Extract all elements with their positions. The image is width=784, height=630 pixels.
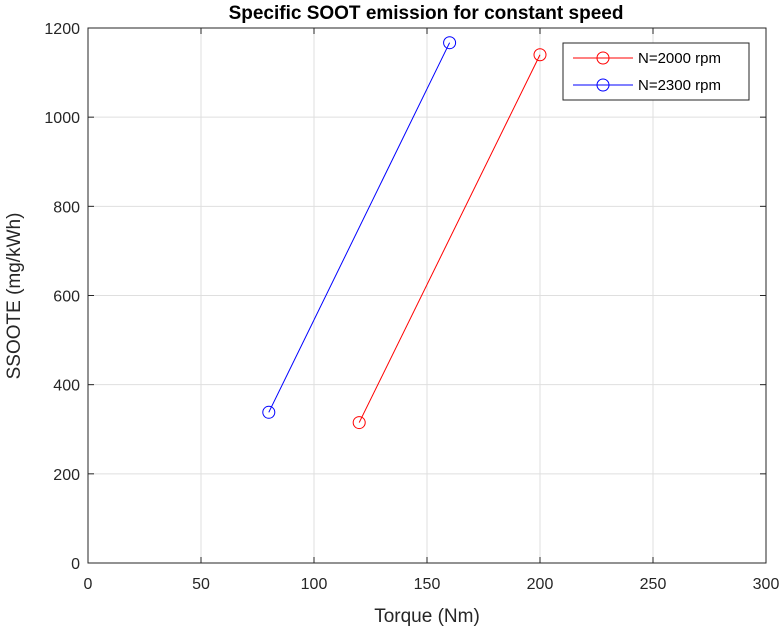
grid [87,27,767,564]
x-tick-label: 300 [753,576,780,593]
legend-item: N=2000 rpm [573,50,721,67]
x-tick-label: 50 [192,576,210,593]
y-tick-label: 0 [71,556,80,573]
legend-marker [596,78,610,92]
y-tick-label: 400 [53,378,80,395]
y-tick-label: 200 [53,467,80,484]
y-tick-label: 800 [53,199,80,216]
y-tick-label: 1200 [44,21,80,38]
legend-box [562,42,750,101]
data-point [533,48,547,62]
series-line [358,54,541,423]
data-point [352,416,366,430]
legend-marker [596,51,610,65]
y-tick-label: 600 [53,289,80,306]
series-line [268,42,451,413]
x-tick-label: 150 [414,576,441,593]
x-tick-label: 250 [640,576,667,593]
series-2 [262,36,457,419]
y-tick-label: 1000 [44,110,80,127]
series-1 [352,48,547,430]
data-point [443,36,457,50]
x-tick-label: 200 [527,576,554,593]
y-ticks: 0 200 400 600 800 1000 1200 [44,21,766,573]
x-axis-label: Torque (Nm) [374,606,480,627]
x-ticks: 0 50 100 150 200 250 300 [84,28,780,593]
legend: N=2000 rpm N=2300 rpm [562,42,750,101]
y-axis-label: SSOOTE (mg/kWh) [4,213,25,380]
data-point [262,405,276,419]
x-tick-label: 100 [301,576,328,593]
x-tick-label: 0 [84,576,93,593]
legend-item: N=2300 rpm [573,77,721,94]
legend-label: N=2000 rpm [638,50,721,67]
chart-title: Specific SOOT emission for constant spee… [229,3,624,24]
series-group [262,36,547,430]
legend-label: N=2300 rpm [638,77,721,94]
